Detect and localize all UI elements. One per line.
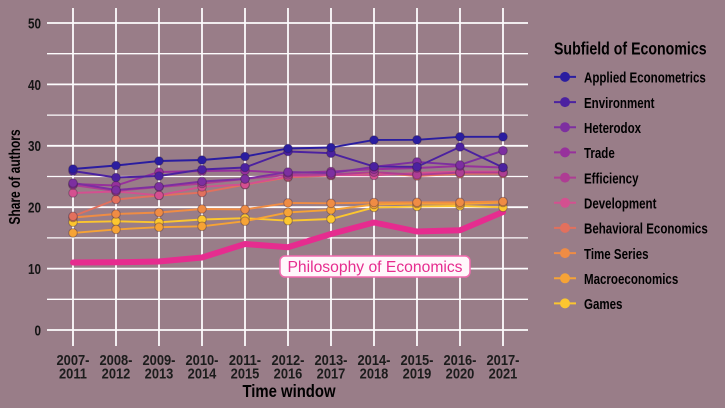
svg-text:Share of authors: Share of authors [6,129,24,224]
svg-text:2011-: 2011- [229,351,262,368]
svg-text:2010-: 2010- [186,351,219,368]
svg-text:2012-: 2012- [272,351,305,368]
svg-text:2011: 2011 [59,364,87,381]
svg-text:2014-: 2014- [358,351,391,368]
svg-text:Environment: Environment [584,94,655,111]
svg-text:2021: 2021 [489,364,518,381]
svg-text:Subfield of Economics: Subfield of Economics [554,40,707,59]
svg-text:2013: 2013 [145,364,174,381]
svg-text:Heterodox: Heterodox [584,119,642,136]
svg-text:20: 20 [28,199,41,216]
svg-text:2019: 2019 [403,364,432,381]
svg-text:2014: 2014 [188,364,217,381]
svg-text:2018: 2018 [360,364,389,381]
svg-text:Time window: Time window [242,382,335,401]
svg-text:Efficiency: Efficiency [584,170,639,187]
svg-text:50: 50 [28,15,41,32]
svg-text:10: 10 [28,261,41,278]
svg-text:2013-: 2013- [315,351,348,368]
svg-text:Behavioral Economics: Behavioral Economics [584,220,708,237]
svg-text:2009-: 2009- [143,351,176,368]
svg-text:2016: 2016 [274,364,303,381]
svg-text:2007-: 2007- [57,351,90,368]
svg-text:2015: 2015 [231,364,260,381]
svg-text:Trade: Trade [584,145,615,162]
svg-text:2017: 2017 [317,364,346,381]
svg-text:Macroeconomics: Macroeconomics [584,271,678,288]
svg-text:2015-: 2015- [401,351,434,368]
svg-text:2012: 2012 [102,364,131,381]
svg-text:40: 40 [28,76,41,93]
svg-text:2017-: 2017- [487,351,520,368]
svg-text:2016-: 2016- [444,351,477,368]
svg-text:Philosophy of Economics: Philosophy of Economics [287,259,462,276]
svg-text:Applied Econometrics: Applied Econometrics [584,69,706,86]
svg-text:Development: Development [584,195,657,212]
svg-text:Games: Games [584,296,623,313]
svg-text:2008-: 2008- [100,351,133,368]
svg-text:0: 0 [34,322,41,339]
svg-text:30: 30 [28,138,41,155]
svg-text:2020: 2020 [446,364,475,381]
svg-text:Time Series: Time Series [584,245,649,262]
